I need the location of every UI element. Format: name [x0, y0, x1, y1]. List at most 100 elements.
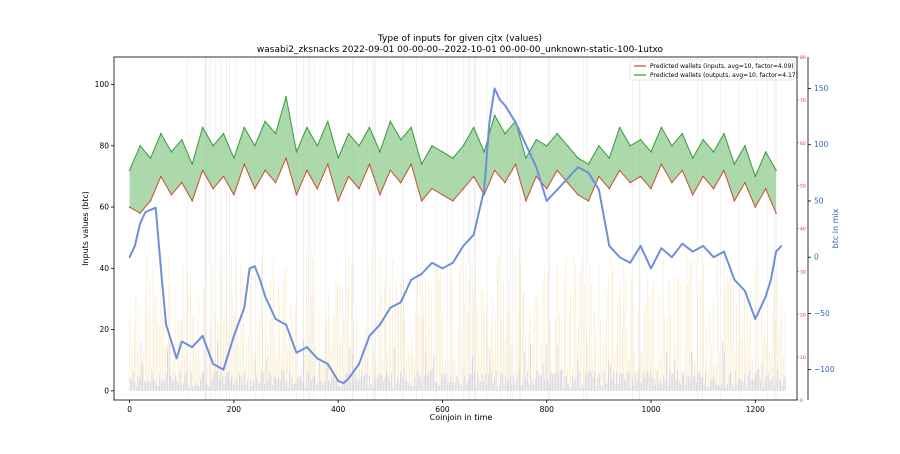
y-tick-label: 0: [104, 386, 109, 395]
y3-tick-label: 30: [800, 269, 806, 275]
y2-tick-label: 100: [814, 140, 829, 149]
series-btc-in-mix-point: [671, 256, 673, 259]
series-btc-in-mix-point: [274, 318, 277, 320]
series-btc-in-mix-point: [400, 301, 402, 304]
series-btc-in-mix-point: [514, 121, 517, 123]
series-lines: [128, 87, 783, 385]
series-inputs-point: [274, 181, 277, 184]
series-outputs-point: [420, 163, 423, 165]
series-outputs-point: [650, 151, 652, 153]
series-btc-in-mix-point: [452, 262, 454, 264]
y2-tick-label: 0: [814, 253, 819, 262]
series-outputs-point: [170, 151, 173, 153]
series-inputs-point: [556, 169, 558, 172]
series-inputs-point: [639, 175, 642, 178]
series-inputs-point: [775, 212, 777, 214]
series-btc-in-mix-point: [462, 245, 465, 247]
series-btc-in-mix-point: [577, 166, 579, 168]
y-tick-label: 60: [99, 203, 109, 212]
series-outputs-point: [400, 138, 402, 141]
series-inputs-point: [358, 187, 360, 190]
series-btc-in-mix-point: [566, 177, 569, 180]
series-btc-in-mix-point: [681, 242, 684, 245]
series-btc-in-mix-point: [379, 323, 381, 326]
series-outputs-point: [128, 169, 131, 172]
series-btc-in-mix-point: [764, 295, 767, 298]
series-outputs-point: [671, 145, 673, 147]
x-tick-label: 200: [227, 405, 242, 414]
x-tick-label: 800: [540, 405, 555, 414]
series-inputs-point: [472, 175, 475, 178]
series-btc-in-mix-point: [660, 247, 663, 249]
series-btc-in-mix-point: [316, 357, 319, 360]
series-outputs-point: [691, 157, 694, 159]
series-outputs-point: [160, 132, 162, 135]
series-outputs-point: [608, 157, 611, 159]
series-btc-in-mix-point: [472, 233, 475, 236]
series-inputs-point: [170, 194, 173, 196]
series-inputs-point: [160, 175, 162, 178]
plot-background: [114, 57, 797, 400]
series-btc-in-mix-point: [170, 340, 173, 343]
series-outputs-point: [764, 151, 767, 153]
series-btc-in-mix-point: [702, 245, 704, 247]
y3-tick-label: 10: [800, 355, 806, 361]
series-btc-in-mix-point: [754, 318, 757, 320]
series-btc-in-mix-point: [128, 256, 131, 259]
series-btc-in-mix-point: [149, 209, 152, 211]
series-inputs-point: [201, 169, 204, 172]
series-inputs-point: [764, 187, 767, 190]
y3-tick-label: 60: [800, 141, 806, 147]
series-outputs-point: [212, 145, 214, 147]
series-outputs-point: [712, 151, 715, 153]
series-inputs-point: [545, 187, 548, 190]
series-btc-in-mix-point: [295, 352, 298, 354]
series-outputs-point: [233, 157, 235, 159]
series-inputs-point: [681, 169, 684, 172]
series-outputs-point: [598, 145, 600, 147]
series-inputs-point: [420, 200, 423, 202]
series-outputs-point: [410, 126, 413, 129]
series-outputs-point: [316, 145, 319, 147]
series-btc-in-mix-point: [618, 256, 621, 259]
series-btc-in-mix-point: [222, 368, 225, 371]
x-axis-label: Coinjoin in time: [430, 413, 493, 422]
series-inputs-point: [295, 194, 298, 196]
series-btc-in-mix-point: [733, 278, 736, 281]
series-inputs-point: [577, 194, 579, 196]
series-btc-in-mix-point: [629, 262, 631, 264]
series-outputs-point: [733, 163, 736, 165]
series-btc-in-mix-point: [337, 380, 340, 382]
series-inputs-point: [535, 175, 538, 178]
series-outputs-point: [306, 126, 308, 129]
series-outputs-point: [462, 145, 465, 147]
series-btc-in-mix-point: [139, 222, 141, 225]
series-btc-in-mix-point: [483, 188, 486, 191]
series-outputs-point: [535, 138, 538, 141]
series-inputs-point: [441, 194, 444, 196]
series-btc-in-mix-point: [165, 323, 167, 326]
series-btc-in-mix-point: [780, 245, 783, 247]
y2-tick-label: −100: [814, 365, 835, 374]
series-btc-in-mix-point: [254, 265, 256, 268]
axes: 0 200 400 600 800 1000 12000204060801000102030…: [95, 55, 835, 414]
series-inputs-point: [504, 181, 506, 184]
series-btc-in-mix-point: [504, 104, 506, 107]
series-outputs-point: [618, 126, 621, 129]
series-inputs-point: [368, 163, 371, 165]
series-btc-in-mix-point: [712, 256, 715, 259]
x-tick-label: 1200: [746, 405, 765, 414]
series-outputs-point: [723, 132, 725, 135]
series-btc-in-mix-point: [410, 278, 413, 281]
series-inputs-point: [337, 200, 340, 202]
series-outputs-point: [139, 145, 141, 147]
series-inputs-point: [149, 200, 152, 202]
series-btc-in-mix-point: [488, 121, 491, 123]
series-outputs-point: [629, 145, 631, 147]
series-btc-in-mix-point: [525, 143, 527, 146]
series-outputs-point: [545, 145, 548, 147]
series-btc-in-mix-point: [691, 250, 694, 253]
series-btc-in-mix-point: [175, 357, 178, 360]
series-outputs-point: [181, 138, 183, 141]
